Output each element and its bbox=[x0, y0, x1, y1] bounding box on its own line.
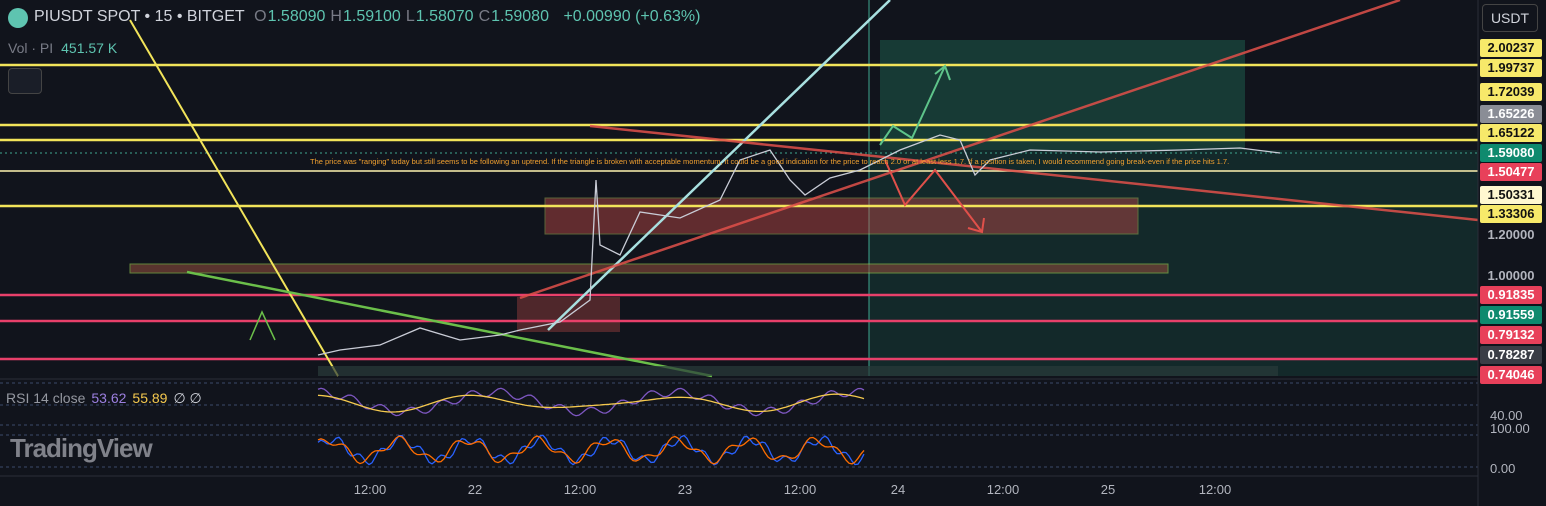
rsi-extra: ∅ ∅ bbox=[173, 390, 202, 406]
trend-line bbox=[519, 0, 1401, 300]
arrow-head bbox=[934, 64, 951, 81]
time-label: 12:00 bbox=[1198, 482, 1232, 497]
collapse-button[interactable] bbox=[8, 68, 42, 94]
marker bbox=[249, 310, 276, 341]
price-label: 1.20000 bbox=[1487, 227, 1535, 242]
stoch-level: 100.00 bbox=[1490, 421, 1530, 436]
rsi-value: 53.62 bbox=[91, 390, 127, 406]
price-label: 1.99737 bbox=[1480, 59, 1542, 77]
ohlc-letter: H bbox=[330, 8, 342, 25]
ohlc-letter: L bbox=[405, 8, 415, 25]
header: PIUSDT SPOT • 15 • BITGET O1.58090 H1.591… bbox=[34, 8, 705, 26]
bear-arrow bbox=[884, 159, 983, 233]
arrow-head bbox=[967, 217, 985, 234]
support-box bbox=[129, 263, 1169, 274]
volume-label: Vol · PI bbox=[8, 40, 54, 56]
stoch-level: 0.00 bbox=[1490, 461, 1516, 476]
logo bbox=[8, 8, 28, 28]
time-label: 12:00 bbox=[986, 482, 1020, 497]
volume-bars bbox=[318, 366, 1278, 376]
price-label: 0.78287 bbox=[1480, 346, 1542, 364]
trend-line bbox=[547, 0, 891, 331]
annotation: The price was "ranging" today but still … bbox=[310, 157, 1230, 166]
price-series bbox=[317, 134, 1281, 356]
rsi-legend: RSI 14 close 53.62 55.89 ∅ ∅ bbox=[6, 390, 202, 407]
target-zone bbox=[880, 40, 1245, 150]
bull-arrow bbox=[879, 65, 946, 146]
price-label: 1.50331 bbox=[1480, 186, 1542, 204]
volume: Vol · PI 451.57 K bbox=[8, 40, 117, 56]
currency-button[interactable]: USDT bbox=[1482, 4, 1538, 32]
trend-line bbox=[589, 124, 1479, 222]
price-label: 1.72039 bbox=[1480, 83, 1542, 101]
ohlc-value: 1.58090 bbox=[267, 8, 326, 25]
time-label: 24 bbox=[890, 482, 906, 497]
volume-value: 451.57 K bbox=[61, 40, 118, 56]
ohlc-value: 1.59080 bbox=[491, 8, 549, 25]
price-label: 1.59080 bbox=[1480, 144, 1542, 162]
price-label: 2.00237 bbox=[1480, 39, 1542, 57]
time-label: 23 bbox=[677, 482, 693, 497]
price-label: 0.91835 bbox=[1480, 286, 1542, 304]
time-label: 22 bbox=[467, 482, 483, 497]
rsi-label: RSI 14 close bbox=[6, 390, 86, 406]
stoch-d bbox=[317, 435, 865, 465]
symbol: PIUSDT SPOT • 15 • BITGET bbox=[34, 8, 245, 25]
price-label: 0.74046 bbox=[1480, 366, 1542, 384]
trend-line bbox=[186, 270, 713, 378]
price-label: 1.65226 bbox=[1480, 105, 1542, 123]
trend-line bbox=[129, 19, 339, 377]
position-zone bbox=[869, 150, 1478, 376]
ohlc-letter: C bbox=[478, 8, 491, 25]
rsi-ma-value: 55.89 bbox=[132, 390, 168, 406]
ohlc-letter: O bbox=[254, 8, 267, 25]
ohlc-value: 1.58070 bbox=[415, 8, 474, 25]
rsi-line bbox=[317, 387, 865, 417]
price-label: 0.91559 bbox=[1480, 306, 1542, 324]
ohlc: O1.58090 H1.59100 L1.58070 C1.59080 bbox=[254, 8, 554, 25]
price-label: 1.00000 bbox=[1487, 268, 1535, 283]
rsi-ma bbox=[317, 393, 865, 413]
price-label: 1.50477 bbox=[1480, 163, 1542, 181]
watermark: TradingView bbox=[10, 433, 153, 463]
time-label: 12:00 bbox=[783, 482, 817, 497]
level-lines bbox=[0, 63, 1478, 361]
time-label: 25 bbox=[1100, 482, 1116, 497]
stoch-k bbox=[317, 434, 865, 466]
price-label: 1.33306 bbox=[1480, 205, 1542, 223]
rsi-level: 40.00 bbox=[1490, 408, 1523, 423]
ohlc-value: 1.59100 bbox=[342, 8, 401, 25]
change: +0.00990 (+0.63%) bbox=[563, 8, 701, 25]
zone-box bbox=[517, 297, 620, 332]
time-label: 12:00 bbox=[563, 482, 597, 497]
price-label: 0.79132 bbox=[1480, 326, 1542, 344]
time-label: 12:00 bbox=[353, 482, 387, 497]
resistance-box bbox=[544, 197, 1139, 235]
price-label: 1.65122 bbox=[1480, 124, 1542, 142]
